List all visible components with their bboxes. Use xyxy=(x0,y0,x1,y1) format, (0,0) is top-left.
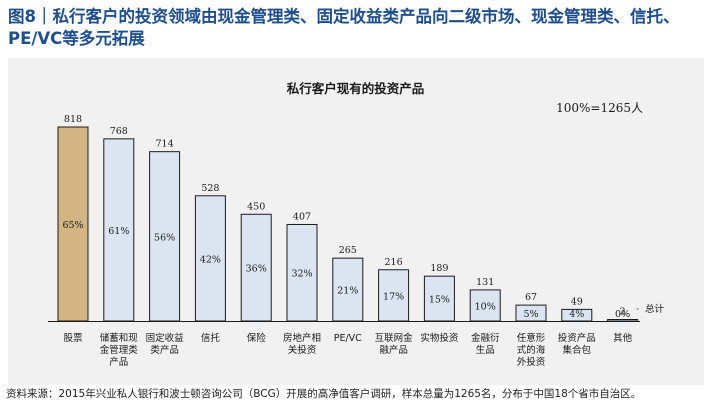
category-label: 固定收益类产品 xyxy=(146,332,185,356)
bar-percent-label: 56% xyxy=(154,232,175,243)
bar-2 xyxy=(103,138,135,322)
bar-value-label: 768 xyxy=(110,126,128,137)
category-label: 其他 xyxy=(613,332,633,344)
category-label: 金融衍生品 xyxy=(471,332,500,356)
bar-value-label: 189 xyxy=(430,263,448,274)
bar-4 xyxy=(194,195,226,322)
bar-percent-label: 5% xyxy=(523,309,538,320)
bar-percent-label: 42% xyxy=(200,254,221,265)
category-label: 实物投资 xyxy=(420,332,459,344)
category-label: 任意形式的海外投资 xyxy=(517,332,546,368)
chart-title: 私行客户现有的投资产品 xyxy=(286,81,425,96)
bar-percent-label: 21% xyxy=(337,286,358,297)
bar-11 xyxy=(515,304,547,322)
bar-6 xyxy=(286,223,318,322)
category-label: PE/VC xyxy=(334,333,362,344)
bar-percent-label: 17% xyxy=(383,291,404,302)
total-label: 总计 xyxy=(645,303,665,315)
bar-percent-label: 36% xyxy=(246,264,267,275)
bar-value-label: 49 xyxy=(571,296,583,307)
category-label: 股票 xyxy=(63,333,83,344)
bar-percent-label: 65% xyxy=(62,220,83,231)
bar-percent-label: 61% xyxy=(108,226,129,237)
bar-value-label: 265 xyxy=(339,245,357,256)
bar-5 xyxy=(240,213,272,322)
bar-13 xyxy=(607,319,639,322)
bar-8 xyxy=(378,269,410,322)
bar-10 xyxy=(469,289,501,322)
bar-3 xyxy=(149,151,181,322)
bar-12 xyxy=(561,308,593,322)
bar-value-label: 407 xyxy=(293,211,311,222)
bar-value-label: 450 xyxy=(247,201,265,212)
bar-value-label: 714 xyxy=(156,139,174,150)
category-label: 信托 xyxy=(201,332,221,344)
figure-title: 图8｜私行客户的投资领域由现金管理类、固定收益类产品向二级市场、现金管理类、信托… xyxy=(8,7,680,48)
bar-value-label: 818 xyxy=(64,114,82,125)
bar-1 xyxy=(57,126,89,322)
category-label: 房地产相关投资 xyxy=(283,332,321,356)
bar-percent-label: 32% xyxy=(291,269,312,280)
bar-percent-label: 4% xyxy=(569,309,584,320)
bar-percent-label: 10% xyxy=(475,301,496,312)
category-label: 保险 xyxy=(247,332,267,344)
source-note: 资料来源：2015年兴业私人银行和波士顿咨询公司（BCG）开展的高净值客户调研，… xyxy=(6,388,642,400)
bar-value-label: 528 xyxy=(201,183,219,194)
bar-percent-label: 15% xyxy=(429,295,450,306)
bar-value-label: 67 xyxy=(525,292,537,303)
bar-7 xyxy=(332,257,364,322)
category-label: 投资产品集合包 xyxy=(558,332,596,356)
bar-value-label: 2 xyxy=(620,307,626,318)
bar-9 xyxy=(423,275,455,322)
category-label: 互联网金融产品 xyxy=(375,332,414,356)
bar-percent-label: 0% xyxy=(615,309,630,320)
category-label: 储蓄和现金管理类产品 xyxy=(100,332,139,368)
bar-value-label: 216 xyxy=(385,257,403,268)
unit-note: 100%=1265人 xyxy=(556,101,643,115)
bar-value-label: 131 xyxy=(476,277,494,288)
